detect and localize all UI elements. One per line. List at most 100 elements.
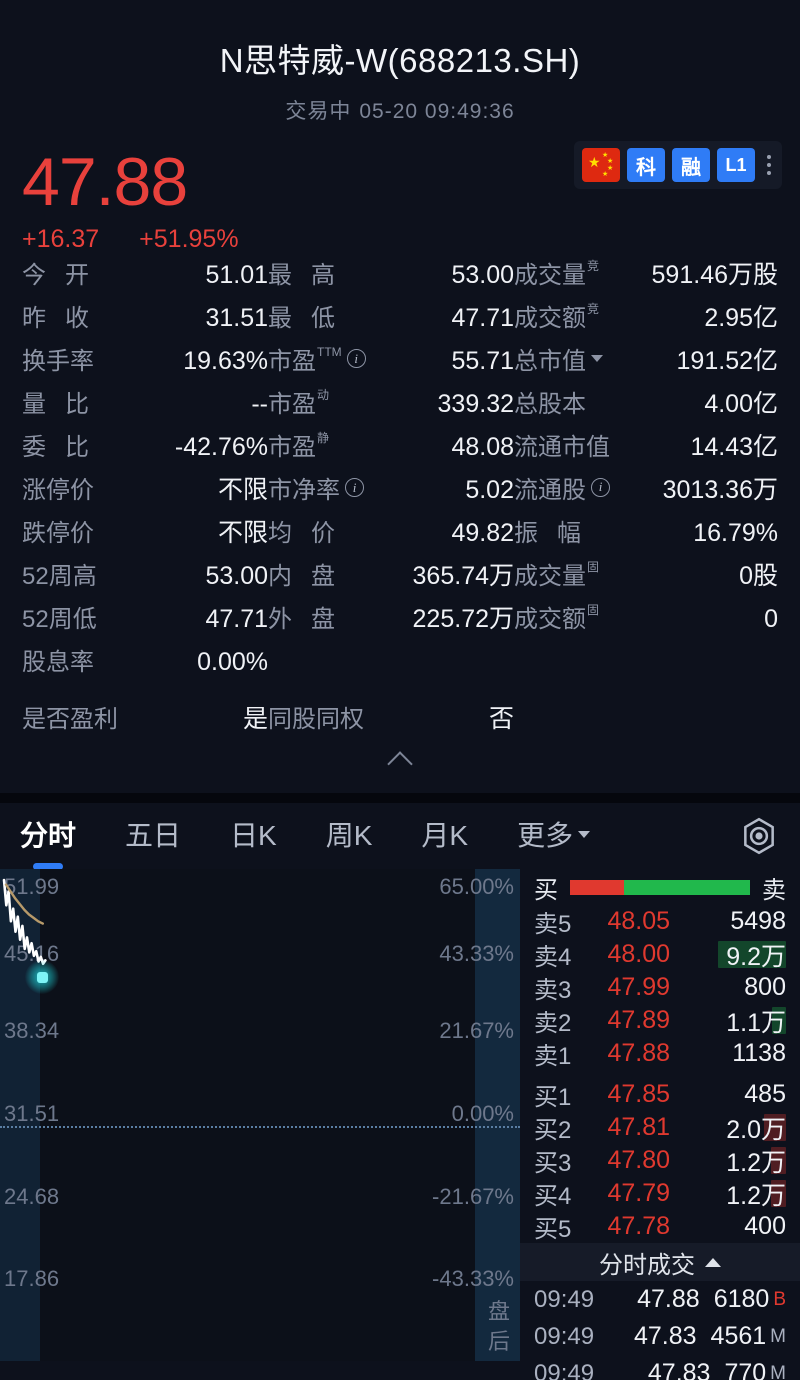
quote-label-superscript: 静 <box>317 431 330 445</box>
price-axis-label: 38.34 <box>4 1018 60 1043</box>
quote-label: 市盈动 <box>268 388 330 418</box>
order-book-row[interactable]: 买3 47.80 1.2万 <box>520 1144 800 1177</box>
intraday-chart[interactable]: 51.99 45.16 38.34 31.51 24.68 17.86 65.0… <box>0 869 520 1361</box>
order-book: 买 卖 卖5 48.05 5498 卖4 48.00 9.2万 卖3 47.99 800 卖2 47… <box>520 869 800 1380</box>
change-row: +16.37 +51.95% <box>22 225 800 254</box>
collapse-panel-button[interactable] <box>0 751 800 793</box>
quote-value: 591.46万股 <box>651 260 778 289</box>
order-level-label: 卖3 <box>534 977 572 1004</box>
sell-side-label: 卖 <box>762 876 786 904</box>
quote-timestamp: 05-20 09:49:36 <box>359 100 515 123</box>
average-price-line <box>4 883 44 925</box>
quote-label: 跌停价 <box>22 519 94 547</box>
price-change-percent: +51.95% <box>139 225 239 253</box>
quote-value: 0 <box>764 605 778 633</box>
order-book-row[interactable]: 卖1 47.88 1138 <box>520 1037 800 1070</box>
order-quantity: 1.2万 <box>726 1148 786 1177</box>
quote-row: 委比 -42.76% 市盈静 48.08 流通市值 14.43亿 <box>22 423 778 466</box>
quote-label: 成交额竞 <box>514 301 600 332</box>
order-quantity: 485 <box>744 1080 786 1108</box>
quote-value: 49.82 <box>451 519 514 547</box>
tick-list-header[interactable]: 分时成交 <box>520 1243 800 1281</box>
same-share-rights-value: 否 <box>488 705 514 733</box>
ratio-red-segment <box>570 879 624 895</box>
quote-label: 委比 <box>22 434 108 461</box>
same-share-rights-label: 同股同权 <box>268 706 364 733</box>
tab-2[interactable]: 日K <box>230 814 277 858</box>
quote-value: 4.00亿 <box>704 389 778 418</box>
quote-cell: 成交额固 0 <box>514 599 778 634</box>
order-book-row[interactable]: 买4 47.79 1.2万 <box>520 1177 800 1210</box>
quote-value: 53.00 <box>451 261 514 289</box>
quote-label-superscript: 竞 <box>587 301 600 316</box>
price-block: 47.88 +16.37 +51.95% ★ ★ ★ ★ ★ 科 融 L1 <box>0 125 800 253</box>
order-book-row[interactable]: 卖2 47.89 1.1万 <box>520 1004 800 1037</box>
tab-4[interactable]: 月K <box>421 814 468 858</box>
quote-value: 339.32 <box>437 390 514 418</box>
quote-label: 市净率 i <box>268 470 364 505</box>
quote-row: 量比 -- 市盈动 339.32 总股本 4.00亿 <box>22 380 778 423</box>
quote-cell: 昨收 31.51 <box>22 298 268 333</box>
info-icon[interactable]: i <box>591 477 610 497</box>
order-book-row[interactable]: 买5 47.78 400 <box>520 1210 800 1243</box>
tab-label: 分时 <box>20 820 77 851</box>
order-price: 47.88 <box>607 1039 670 1067</box>
chart-and-orderbook: 51.99 45.16 38.34 31.51 24.68 17.86 65.0… <box>0 869 800 1380</box>
tab-0[interactable]: 分时 <box>20 814 77 870</box>
quote-label-superscript: 动 <box>317 388 330 402</box>
tick-list-title: 分时成交 <box>599 1251 695 1279</box>
order-book-header: 买 卖 <box>520 869 800 905</box>
order-book-row[interactable]: 卖3 47.99 800 <box>520 971 800 1004</box>
quote-cell: 成交量竞 591.46万股 <box>514 255 778 291</box>
quote-cell: 委比 -42.76% <box>22 427 268 462</box>
order-book-row[interactable]: 卖5 48.05 5498 <box>520 905 800 938</box>
quote-cell[interactable]: 市净率 i 5.02 <box>268 470 514 505</box>
tab-3[interactable]: 周K <box>326 814 373 858</box>
quote-cell: 成交额竞 2.95亿 <box>514 298 778 334</box>
order-book-row[interactable]: 买2 47.81 2.0万 <box>520 1111 800 1144</box>
tab-1[interactable]: 五日 <box>125 814 181 858</box>
after-hours-band <box>475 869 520 1361</box>
margin-trading-badge[interactable]: 融 <box>672 148 710 182</box>
chart-tabbar: 分时 五日 日K 周K 月K 更多 <box>0 803 800 870</box>
quote-value: 不限 <box>217 475 268 504</box>
chevron-up-icon <box>387 751 413 777</box>
order-book-row[interactable]: 买1 47.85 485 <box>520 1078 800 1111</box>
percent-axis-label: 21.67% <box>439 1018 514 1043</box>
tick-row: 09:49 47.88 6180 B <box>520 1281 800 1318</box>
quote-row: 跌停价 不限 均价 49.82 振幅 16.79% <box>22 509 778 552</box>
info-icon[interactable]: i <box>346 349 366 368</box>
quote-row: 昨收 31.51 最低 47.71 成交额竞 2.95亿 <box>22 294 778 337</box>
info-icon[interactable]: i <box>345 478 364 497</box>
star-market-badge[interactable]: 科 <box>627 148 665 182</box>
more-options-icon[interactable] <box>764 155 774 175</box>
quote-cell: 量比 -- <box>22 384 268 419</box>
profitability-cell: 是否盈利 是 <box>22 699 268 735</box>
section-divider <box>0 793 800 803</box>
level-one-badge[interactable]: L1 <box>717 148 755 182</box>
order-quantity: 2.0万 <box>726 1115 786 1144</box>
quote-row: 今开 51.01 最高 53.00 成交量竞 591.46万股 <box>22 251 778 294</box>
quote-value: 365.74万 <box>412 561 514 590</box>
quote-label: 内盘 <box>268 562 354 590</box>
order-level-label: 买2 <box>534 1117 572 1144</box>
order-size-bar <box>772 1007 786 1034</box>
quote-cell: 股息率 0.00% <box>22 642 268 677</box>
order-book-row[interactable]: 卖4 48.00 9.2万 <box>520 938 800 971</box>
order-level-label: 买3 <box>534 1150 572 1177</box>
chevron-down-icon[interactable] <box>591 354 603 362</box>
price-axis-label: 31.51 <box>4 1101 60 1126</box>
tick-rows: 09:49 47.88 6180 B 09:49 47.83 4561 M 09:49 47.83… <box>520 1281 800 1380</box>
quote-cell[interactable]: 市盈 TTM i 55.71 <box>268 341 514 376</box>
order-price: 47.99 <box>607 973 670 1001</box>
quote-cell: 52周低 47.71 <box>22 599 268 634</box>
quote-label: 流通股 i <box>514 470 610 505</box>
quote-cell: 52周高 53.00 <box>22 556 268 591</box>
gear-icon[interactable] <box>738 815 780 857</box>
quote-label: 量比 <box>22 391 108 418</box>
quote-cell[interactable]: 总市值 191.52亿 <box>514 341 778 377</box>
tab-5[interactable]: 更多 <box>517 814 591 858</box>
quote-cell[interactable]: 流通股 i 3013.36万 <box>514 470 778 506</box>
tick-direction-flag: M <box>770 1362 786 1380</box>
quote-label: 振幅 <box>514 520 600 547</box>
